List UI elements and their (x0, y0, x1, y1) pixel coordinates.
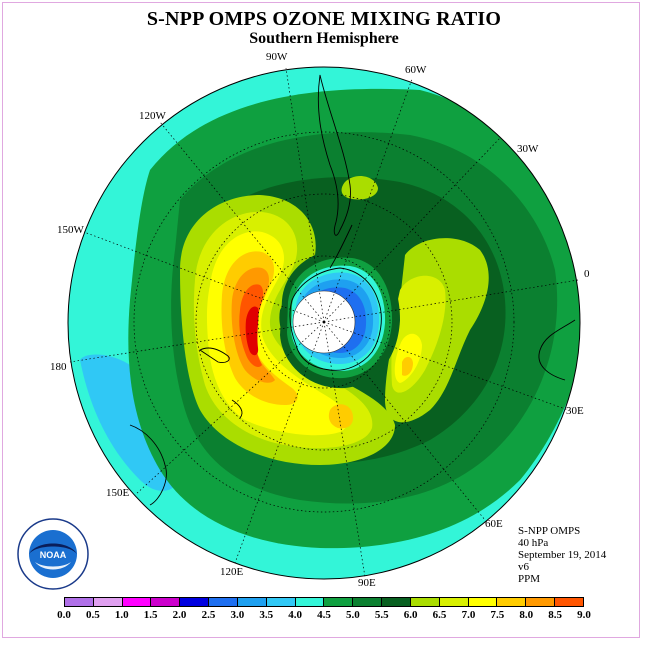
meridian-180 (69, 321, 325, 363)
colorbar-swatch (209, 598, 238, 606)
colorbar-swatch (151, 598, 181, 606)
africa-coast (538, 319, 576, 381)
south-america-coast (317, 74, 351, 236)
colorbar-swatch (180, 598, 210, 606)
colorbar-swatch (439, 598, 469, 606)
lon-label-90e: 90E (358, 577, 376, 589)
colorbar-swatch (266, 598, 296, 606)
colorbar-tick-label: 6.5 (432, 609, 447, 621)
lon-label-120w: 120W (139, 110, 166, 122)
noaa-logo: NOAA (17, 518, 89, 590)
colorbar-tick-label: 2.5 (201, 609, 216, 621)
parallel-ring-1 (257, 255, 391, 389)
colorbar-swatch (122, 598, 152, 606)
island-coast (231, 399, 243, 419)
field-band-7-0-south (328, 404, 354, 429)
meridian-90w (285, 67, 325, 323)
parallel-ring-3 (133, 131, 515, 513)
lon-label-60w: 60W (405, 64, 427, 76)
ozone-field (68, 67, 580, 579)
lon-label-30w: 30W (517, 143, 539, 155)
colorbar-swatch (324, 598, 354, 606)
australia-coast (129, 424, 167, 506)
parallel-ring-2 (195, 193, 453, 451)
new-zealand-coast (199, 347, 230, 363)
colorbar-tick-label: 3.5 (259, 609, 274, 621)
meridian-150w (83, 231, 325, 323)
lon-label-120e: 120E (220, 566, 244, 578)
colorbar-swatch (526, 598, 556, 606)
meridian-60e (323, 321, 486, 521)
info-pressure: 40 hPa (518, 537, 549, 549)
colorbar-tick-label: 9.0 (577, 609, 591, 621)
colorbar-tick-label: 3.0 (230, 609, 245, 621)
colorbar-swatch (295, 598, 325, 606)
map-title: S-NPP OMPS OZONE MIXING RATIO (146, 8, 502, 30)
colorbar-tick-label: 5.0 (346, 609, 360, 621)
meridian-90e (323, 321, 366, 578)
colorbar-tick-label: 8.5 (548, 609, 562, 621)
coastlines (129, 74, 576, 506)
lon-label-180: 180 (50, 361, 67, 373)
antarctic-peninsula (329, 224, 353, 269)
colorbar-tick-label: 7.0 (461, 609, 476, 621)
lon-label-60e: 60E (485, 518, 503, 530)
lon-label-0: 0 (584, 268, 590, 280)
colorbar-tick-label: 4.5 (317, 609, 331, 621)
info-units: PPM (518, 573, 541, 585)
info-version: v6 (518, 561, 529, 573)
meridian-120e (234, 321, 325, 564)
colorbar-tick-label: 5.5 (374, 609, 389, 621)
colorbar-swatch (555, 598, 583, 606)
antarctica-coast (289, 267, 382, 371)
noaa-logo-text: NOAA (40, 550, 67, 560)
meridian-0 (323, 279, 579, 323)
colorbar-tick-label: 4.0 (288, 609, 302, 621)
colorbar-swatch (65, 598, 94, 606)
colorbar-tick-label: 7.5 (490, 609, 505, 621)
colorbar-swatch (410, 598, 440, 606)
graticule (69, 67, 579, 578)
colorbar-swatch (93, 598, 123, 606)
colorbar-tick-label: 0.0 (57, 609, 71, 621)
lon-label-150w: 150W (57, 224, 84, 236)
colorbar-tick-label: 2.0 (172, 609, 187, 621)
lon-label-150e: 150E (106, 487, 130, 499)
colorbar-tick-label: 1.5 (143, 609, 158, 621)
colorbar-tick-label: 8.0 (519, 609, 534, 621)
info-instrument: S-NPP OMPS (518, 525, 581, 537)
map-subtitle: Southern Hemisphere (249, 30, 399, 47)
colorbar-swatch (468, 598, 498, 606)
meridian-30w (323, 137, 501, 323)
colorbar-tick-label: 6.0 (403, 609, 418, 621)
field-band-8-5 (245, 306, 259, 356)
field-band-7-0-right (402, 356, 413, 376)
lon-label-90w: 90W (266, 51, 288, 63)
meridian-30e (323, 321, 569, 411)
meridian-120w (159, 121, 325, 323)
map-boundary (67, 66, 581, 580)
colorbar-swatch (497, 598, 527, 606)
info-date: September 19, 2014 (518, 549, 607, 561)
lon-label-30e: 30E (566, 405, 584, 417)
colorbar (64, 597, 584, 607)
meridian-60w (323, 78, 413, 323)
colorbar-tick-label: 1.0 (114, 609, 129, 621)
colorbar-swatch (382, 598, 411, 606)
colorbar-tick-label: 0.5 (86, 609, 100, 621)
colorbar-swatch (237, 598, 267, 606)
meridian-150e (134, 321, 325, 496)
colorbar-swatch (353, 598, 383, 606)
figure-frame (2, 2, 640, 638)
